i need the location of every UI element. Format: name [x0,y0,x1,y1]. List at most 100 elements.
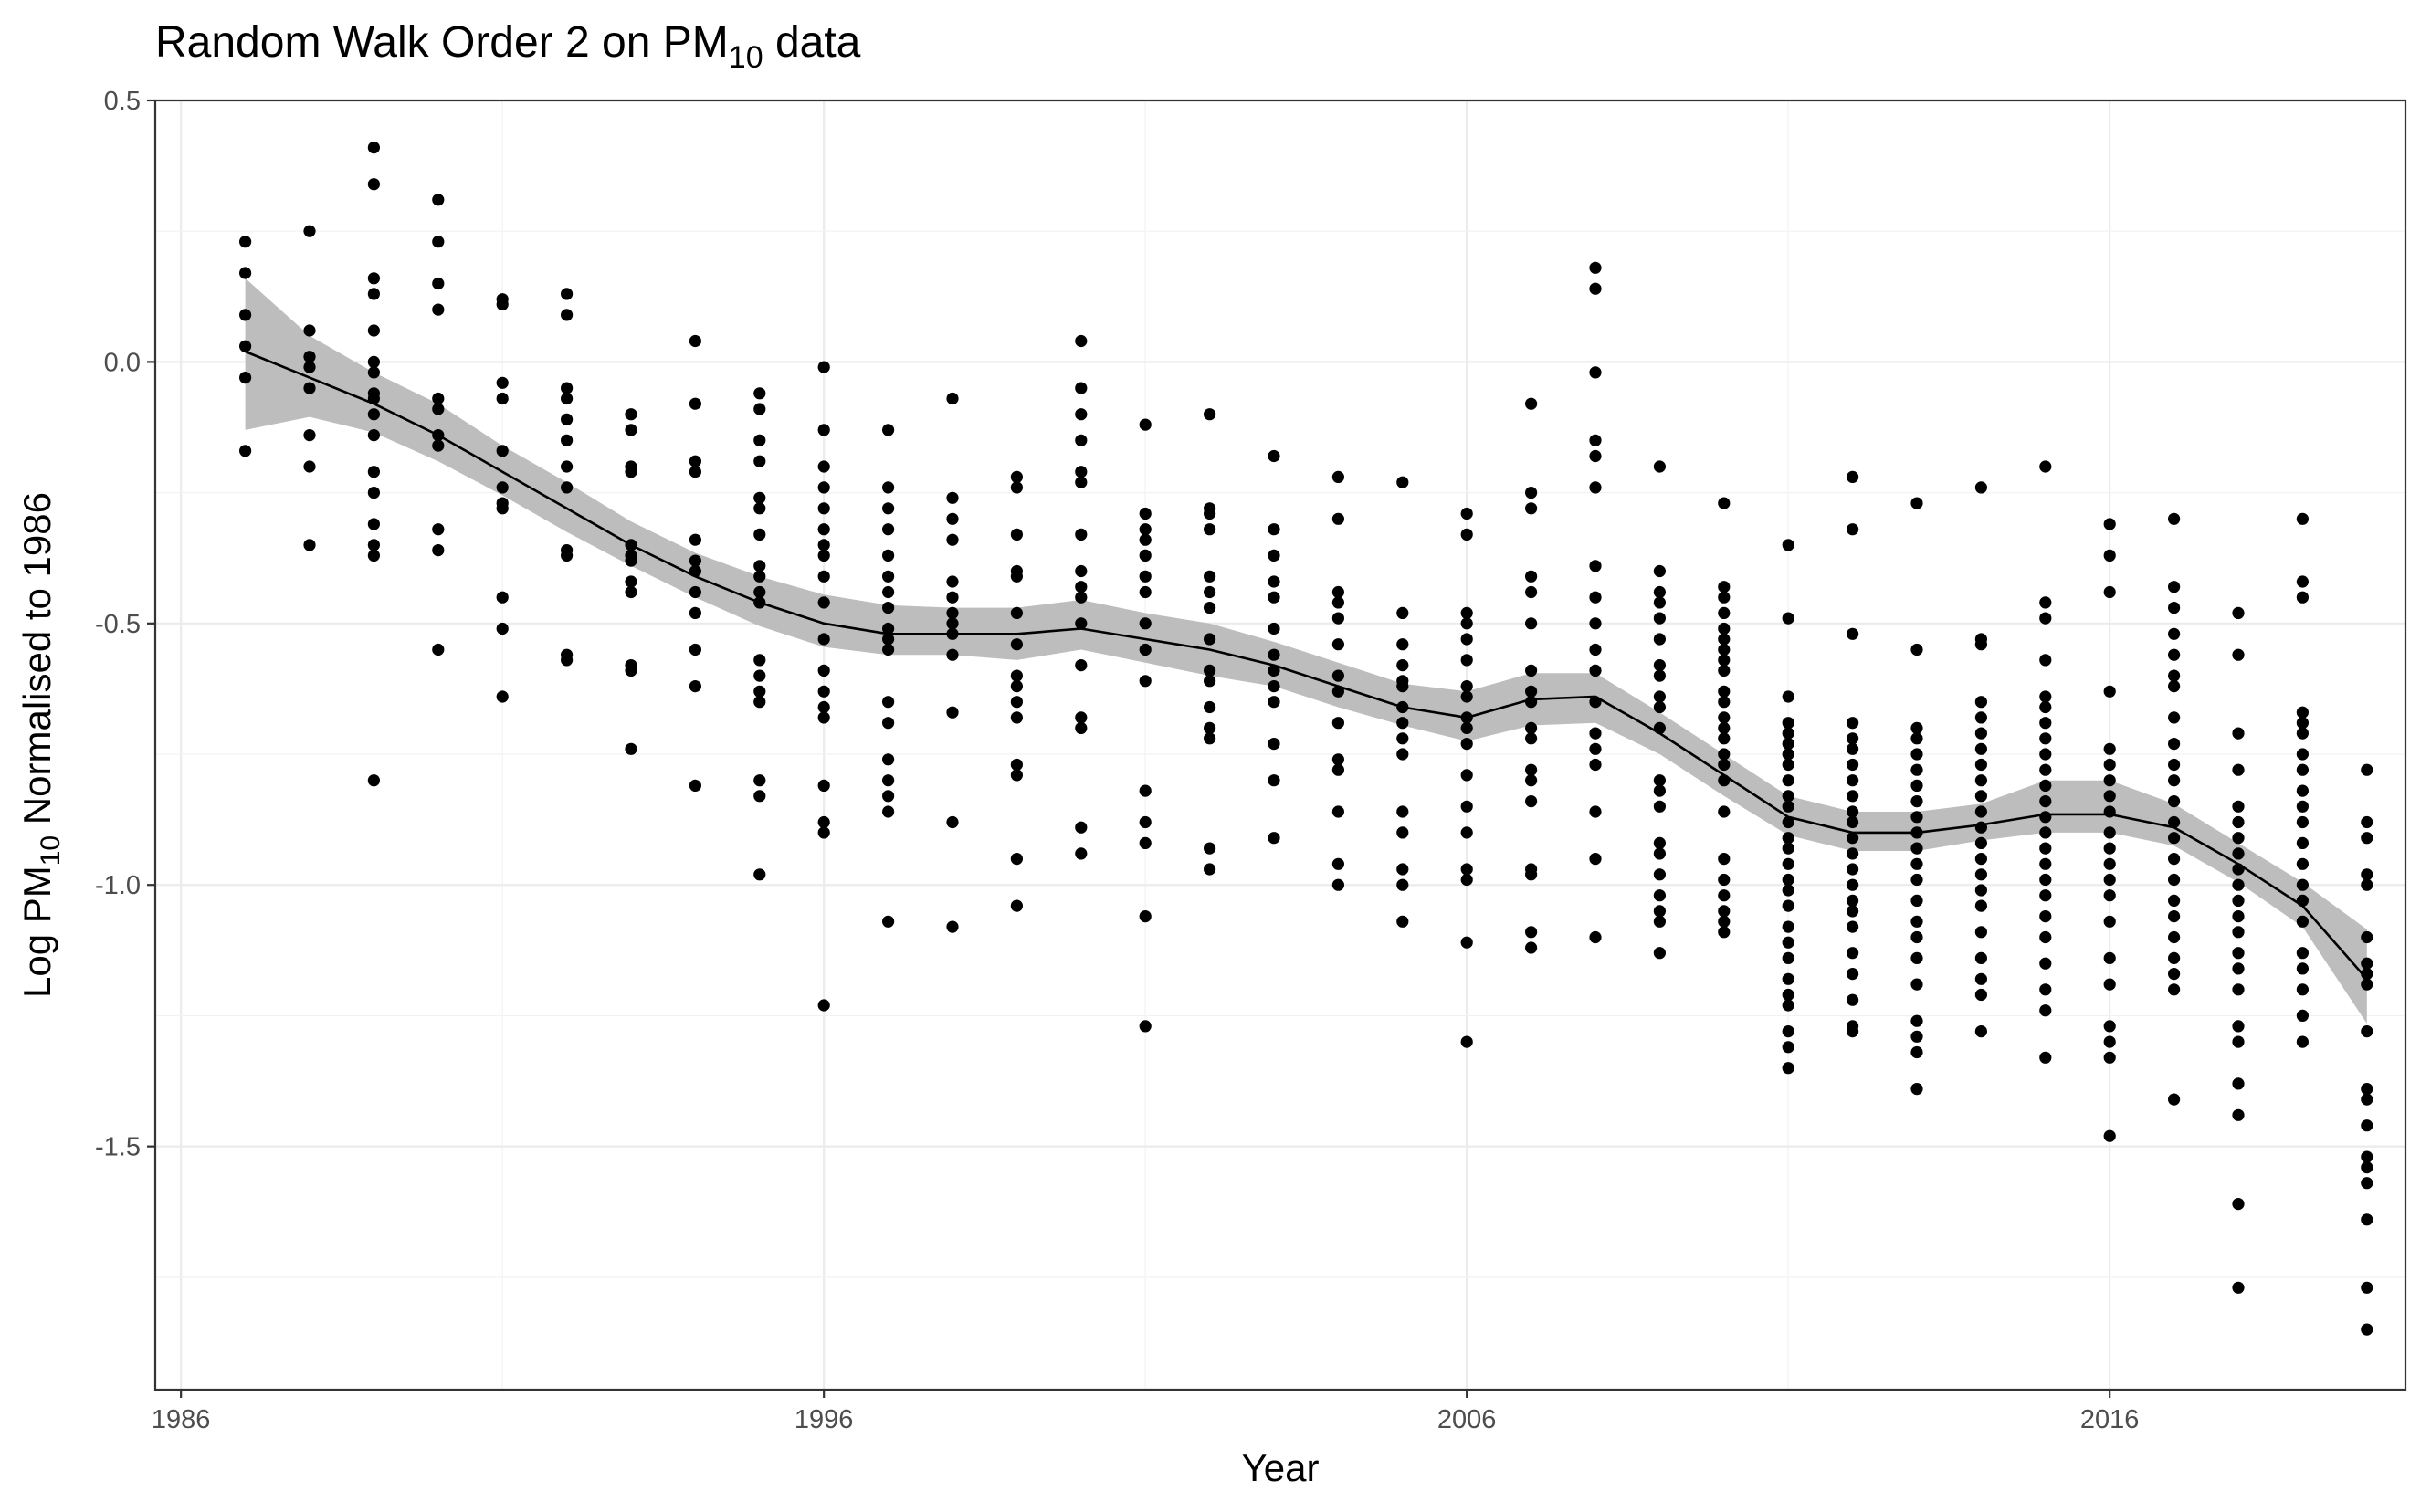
data-point [367,487,380,499]
data-point [2168,738,2181,751]
data-point [1460,690,1473,703]
y-axis-title-suffix: Normalised to 1986 [16,492,58,835]
y-axis-title: Log PM10 Normalised to 1986 [16,492,66,998]
data-point [367,288,380,300]
data-point [1589,742,1602,755]
data-point [432,439,445,452]
y-tick-label: -1.5 [95,1133,141,1162]
data-point [1589,696,1602,709]
data-point [2103,889,2116,902]
data-point [303,324,316,337]
data-point [1910,1045,1923,1059]
data-point [817,502,830,515]
chart-title-subscript: 10 [729,40,763,75]
data-point [1974,758,1987,772]
data-point [1653,612,1666,625]
data-point [1782,988,1794,1002]
data-point [946,575,959,588]
data-point [1396,476,1409,488]
data-point [1974,1025,1987,1038]
data-point [2232,910,2245,923]
data-point [882,570,895,583]
data-point [753,596,766,609]
data-point [2361,1161,2373,1174]
data-point [561,549,574,562]
data-point [1974,638,1987,651]
data-point [2296,1009,2309,1022]
chart-title: Random Walk Order 2 on PM10 data [155,18,861,75]
data-point [1782,936,1794,949]
data-point [2232,832,2245,845]
data-point [1653,774,1666,787]
data-point [1910,748,1923,761]
data-point [1910,732,1923,745]
data-point [1782,774,1794,787]
data-point [2168,853,2181,866]
data-point [817,685,830,698]
data-point [1718,758,1731,772]
data-point [239,236,252,248]
data-point [1460,738,1473,751]
data-point [432,392,445,405]
data-point [1589,758,1602,772]
data-point [1782,1025,1794,1038]
data-point [1139,549,1152,562]
data-point [2232,800,2245,813]
data-point [1010,769,1023,782]
data-point [817,424,830,436]
data-point [882,481,895,494]
data-point [2232,1020,2245,1033]
data-point [2039,596,2052,609]
data-point [1910,497,1923,509]
data-point [946,392,959,405]
data-point [239,340,252,352]
data-point [496,502,509,515]
data-point [689,455,702,467]
confidence-ribbon [245,278,2367,1024]
data-point [2232,1077,2245,1090]
data-point [2296,512,2309,525]
data-point [1396,680,1409,693]
data-point [753,528,766,541]
data-point [946,648,959,661]
data-point [689,585,702,599]
data-point [625,466,637,478]
data-point [689,606,702,620]
chart-title-text: Random Walk Order 2 on PM [155,18,729,67]
data-point [1782,748,1794,761]
data-point [2361,1093,2373,1106]
data-point [2039,690,2052,703]
data-point [1974,481,1987,494]
data-point [2168,873,2181,887]
data-point [1974,853,1987,866]
data-point [882,424,895,436]
data-point [1589,282,1602,295]
data-point [432,403,445,415]
data-point [2232,648,2245,661]
data-point [2039,779,2052,793]
data-point [1075,659,1088,672]
data-point [561,460,574,473]
data-point [1204,602,1216,614]
data-point [239,372,252,384]
data-point [1525,696,1538,709]
data-point [2039,811,2052,824]
data-point [2103,1129,2116,1142]
data-point [1653,585,1666,599]
data-point [2039,857,2052,870]
data-point [1139,784,1152,797]
data-point [2103,549,2116,562]
data-point [1974,988,1987,1002]
data-point [1718,643,1731,656]
data-point [1268,575,1280,588]
data-point [1910,1083,1923,1096]
data-point [882,643,895,656]
data-point [689,533,702,546]
data-point [1075,821,1088,834]
data-point [1782,999,1794,1012]
data-point [1525,732,1538,745]
data-point [2168,815,2181,829]
data-point [2296,748,2309,761]
data-point [2296,800,2309,813]
data-point [946,706,959,719]
